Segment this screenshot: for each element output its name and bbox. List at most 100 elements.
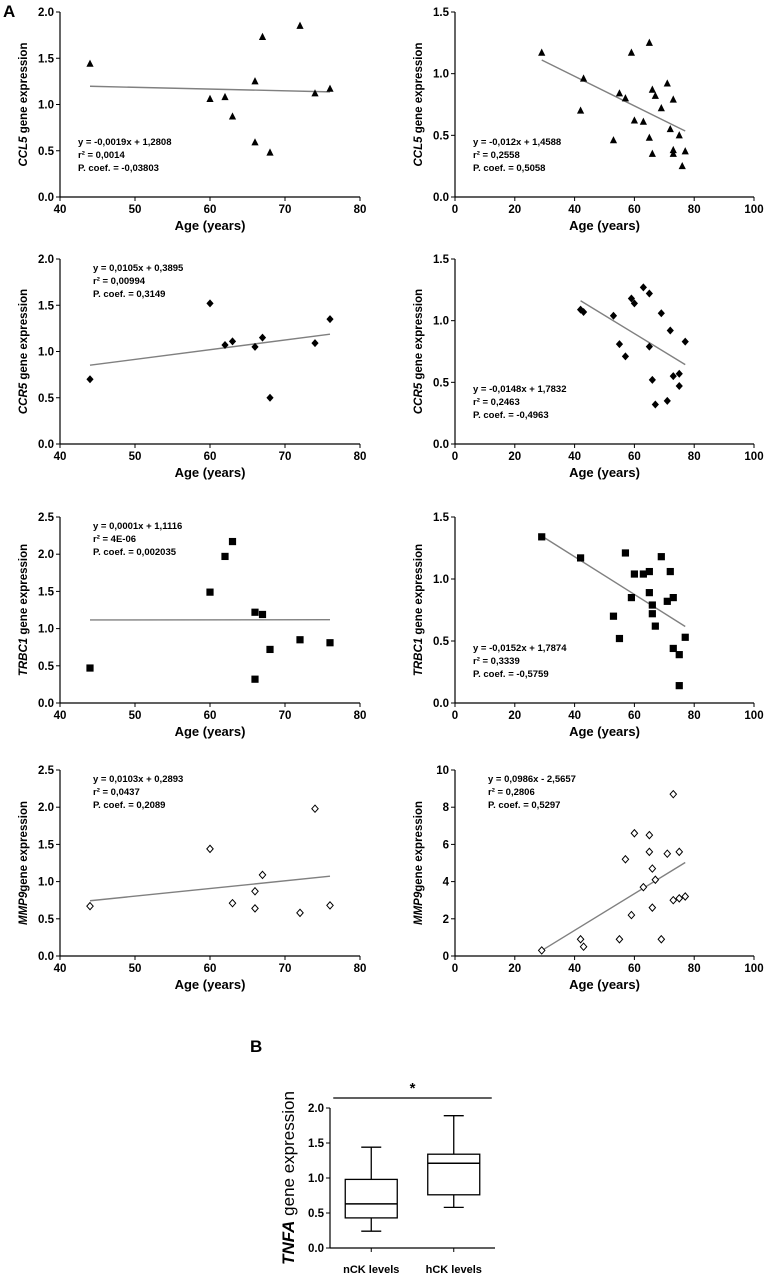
data-point [206, 94, 214, 102]
y-axis-label-suffix: gene expression [413, 801, 425, 892]
data-point [251, 904, 259, 913]
data-point [675, 369, 683, 378]
data-point [645, 38, 653, 46]
gene-name: CCR5 [18, 382, 30, 414]
y-tick-label: 0 [443, 951, 449, 963]
data-point [675, 382, 683, 391]
y-tick-label: 0.0 [38, 439, 54, 451]
regression-stat: r² = 0,0014 [78, 150, 125, 161]
data-point [648, 610, 656, 618]
data-point [681, 337, 689, 346]
data-point [663, 79, 671, 87]
panel-label-a: A [3, 2, 16, 21]
x-tick-label: 80 [688, 963, 701, 975]
category-label: nCK levels [343, 1264, 399, 1276]
data-point [630, 828, 639, 838]
data-point [251, 608, 259, 616]
data-point [228, 337, 237, 346]
x-axis-label: Age (years) [569, 465, 640, 480]
data-point [645, 567, 653, 576]
x-tick-label: 80 [688, 451, 701, 463]
y-tick-label: 2.0 [38, 7, 54, 19]
data-point [621, 854, 630, 864]
y-axis-label: CCR5 gene expression [18, 289, 30, 414]
data-point [669, 372, 677, 381]
data-point [657, 934, 666, 944]
data-point [627, 294, 636, 303]
box-iqr [427, 1153, 481, 1196]
y-tick-label: 8 [443, 802, 450, 814]
gene-name: TNFA [279, 1221, 298, 1265]
data-point [630, 299, 638, 308]
data-point [609, 136, 618, 144]
regression-stat: P. coef. = 0,2089 [93, 800, 165, 811]
data-point [648, 149, 656, 157]
regression-stat: P. coef. = 0,3149 [93, 289, 165, 300]
y-tick-label: 1.0 [433, 69, 449, 81]
data-point [648, 375, 656, 384]
data-point [251, 886, 259, 896]
x-tick-label: 40 [568, 204, 581, 216]
x-tick-label: 40 [54, 963, 67, 975]
y-tick-label: 1.0 [38, 624, 54, 636]
y-axis-label: CCR5 gene expression [413, 289, 425, 414]
x-tick-label: 60 [204, 963, 217, 975]
data-point [657, 309, 665, 318]
data-point [86, 375, 94, 384]
box-iqr [344, 1178, 398, 1219]
data-point [206, 844, 214, 854]
data-point [206, 588, 214, 596]
y-tick-label: 0.0 [308, 1243, 324, 1255]
data-point [621, 94, 630, 102]
x-tick-label: 80 [688, 204, 701, 216]
x-axis-label: Age (years) [569, 977, 640, 992]
x-tick-label: 40 [54, 204, 67, 216]
y-axis-label: MMP9gene expression [18, 801, 30, 925]
data-point [296, 21, 304, 29]
data-point [630, 570, 638, 578]
mmp9-left-chart: 0.0 0.5 1.0 1.5 2.0 2.5 MMP9gene expression 40 5… [18, 765, 366, 992]
y-tick-label: 2.5 [38, 765, 55, 777]
y-tick-label: 0.5 [308, 1208, 325, 1220]
y-tick-label: 1.0 [433, 316, 449, 328]
y-tick-label: 1.5 [308, 1138, 325, 1150]
y-tick-label: 1.5 [433, 7, 450, 19]
y-tick-label: 2 [443, 914, 449, 926]
x-tick-label: 50 [129, 451, 142, 463]
data-point [657, 553, 665, 561]
data-point [228, 112, 237, 120]
data-point [651, 622, 659, 630]
data-point [311, 89, 319, 97]
regression-stat: y = 0,0001x + 1,1116 [93, 521, 182, 532]
y-tick-label: 6 [443, 839, 449, 851]
data-point [675, 651, 683, 659]
panel-label-b: B [250, 1037, 263, 1056]
data-point [296, 908, 304, 918]
data-point [258, 610, 267, 619]
y-axis-label-suffix: gene expression [18, 43, 30, 137]
x-tick-label: 80 [354, 963, 367, 975]
data-point [657, 104, 665, 112]
data-point [663, 849, 672, 859]
regression-stat: r² = 0,3339 [473, 656, 520, 667]
gene-name: TRBC1 [413, 638, 425, 676]
x-tick-label: 40 [568, 963, 581, 975]
x-tick-label: 0 [452, 204, 458, 216]
x-tick-label: 60 [204, 204, 217, 216]
y-tick-label: 2.0 [38, 549, 54, 561]
data-point [645, 289, 653, 298]
x-tick-label: 70 [279, 710, 292, 722]
data-point [86, 901, 94, 911]
x-tick-label: 20 [508, 451, 521, 463]
data-point [663, 396, 671, 405]
data-point [326, 639, 334, 647]
data-point [651, 875, 660, 885]
regression-stat: y = -0,012x + 1,4588 [473, 137, 561, 148]
data-point [576, 554, 585, 562]
x-tick-label: 50 [129, 710, 142, 722]
data-point [648, 903, 657, 912]
x-tick-label: 100 [744, 204, 763, 216]
y-tick-label: 0.5 [38, 661, 55, 673]
data-point [639, 117, 647, 125]
